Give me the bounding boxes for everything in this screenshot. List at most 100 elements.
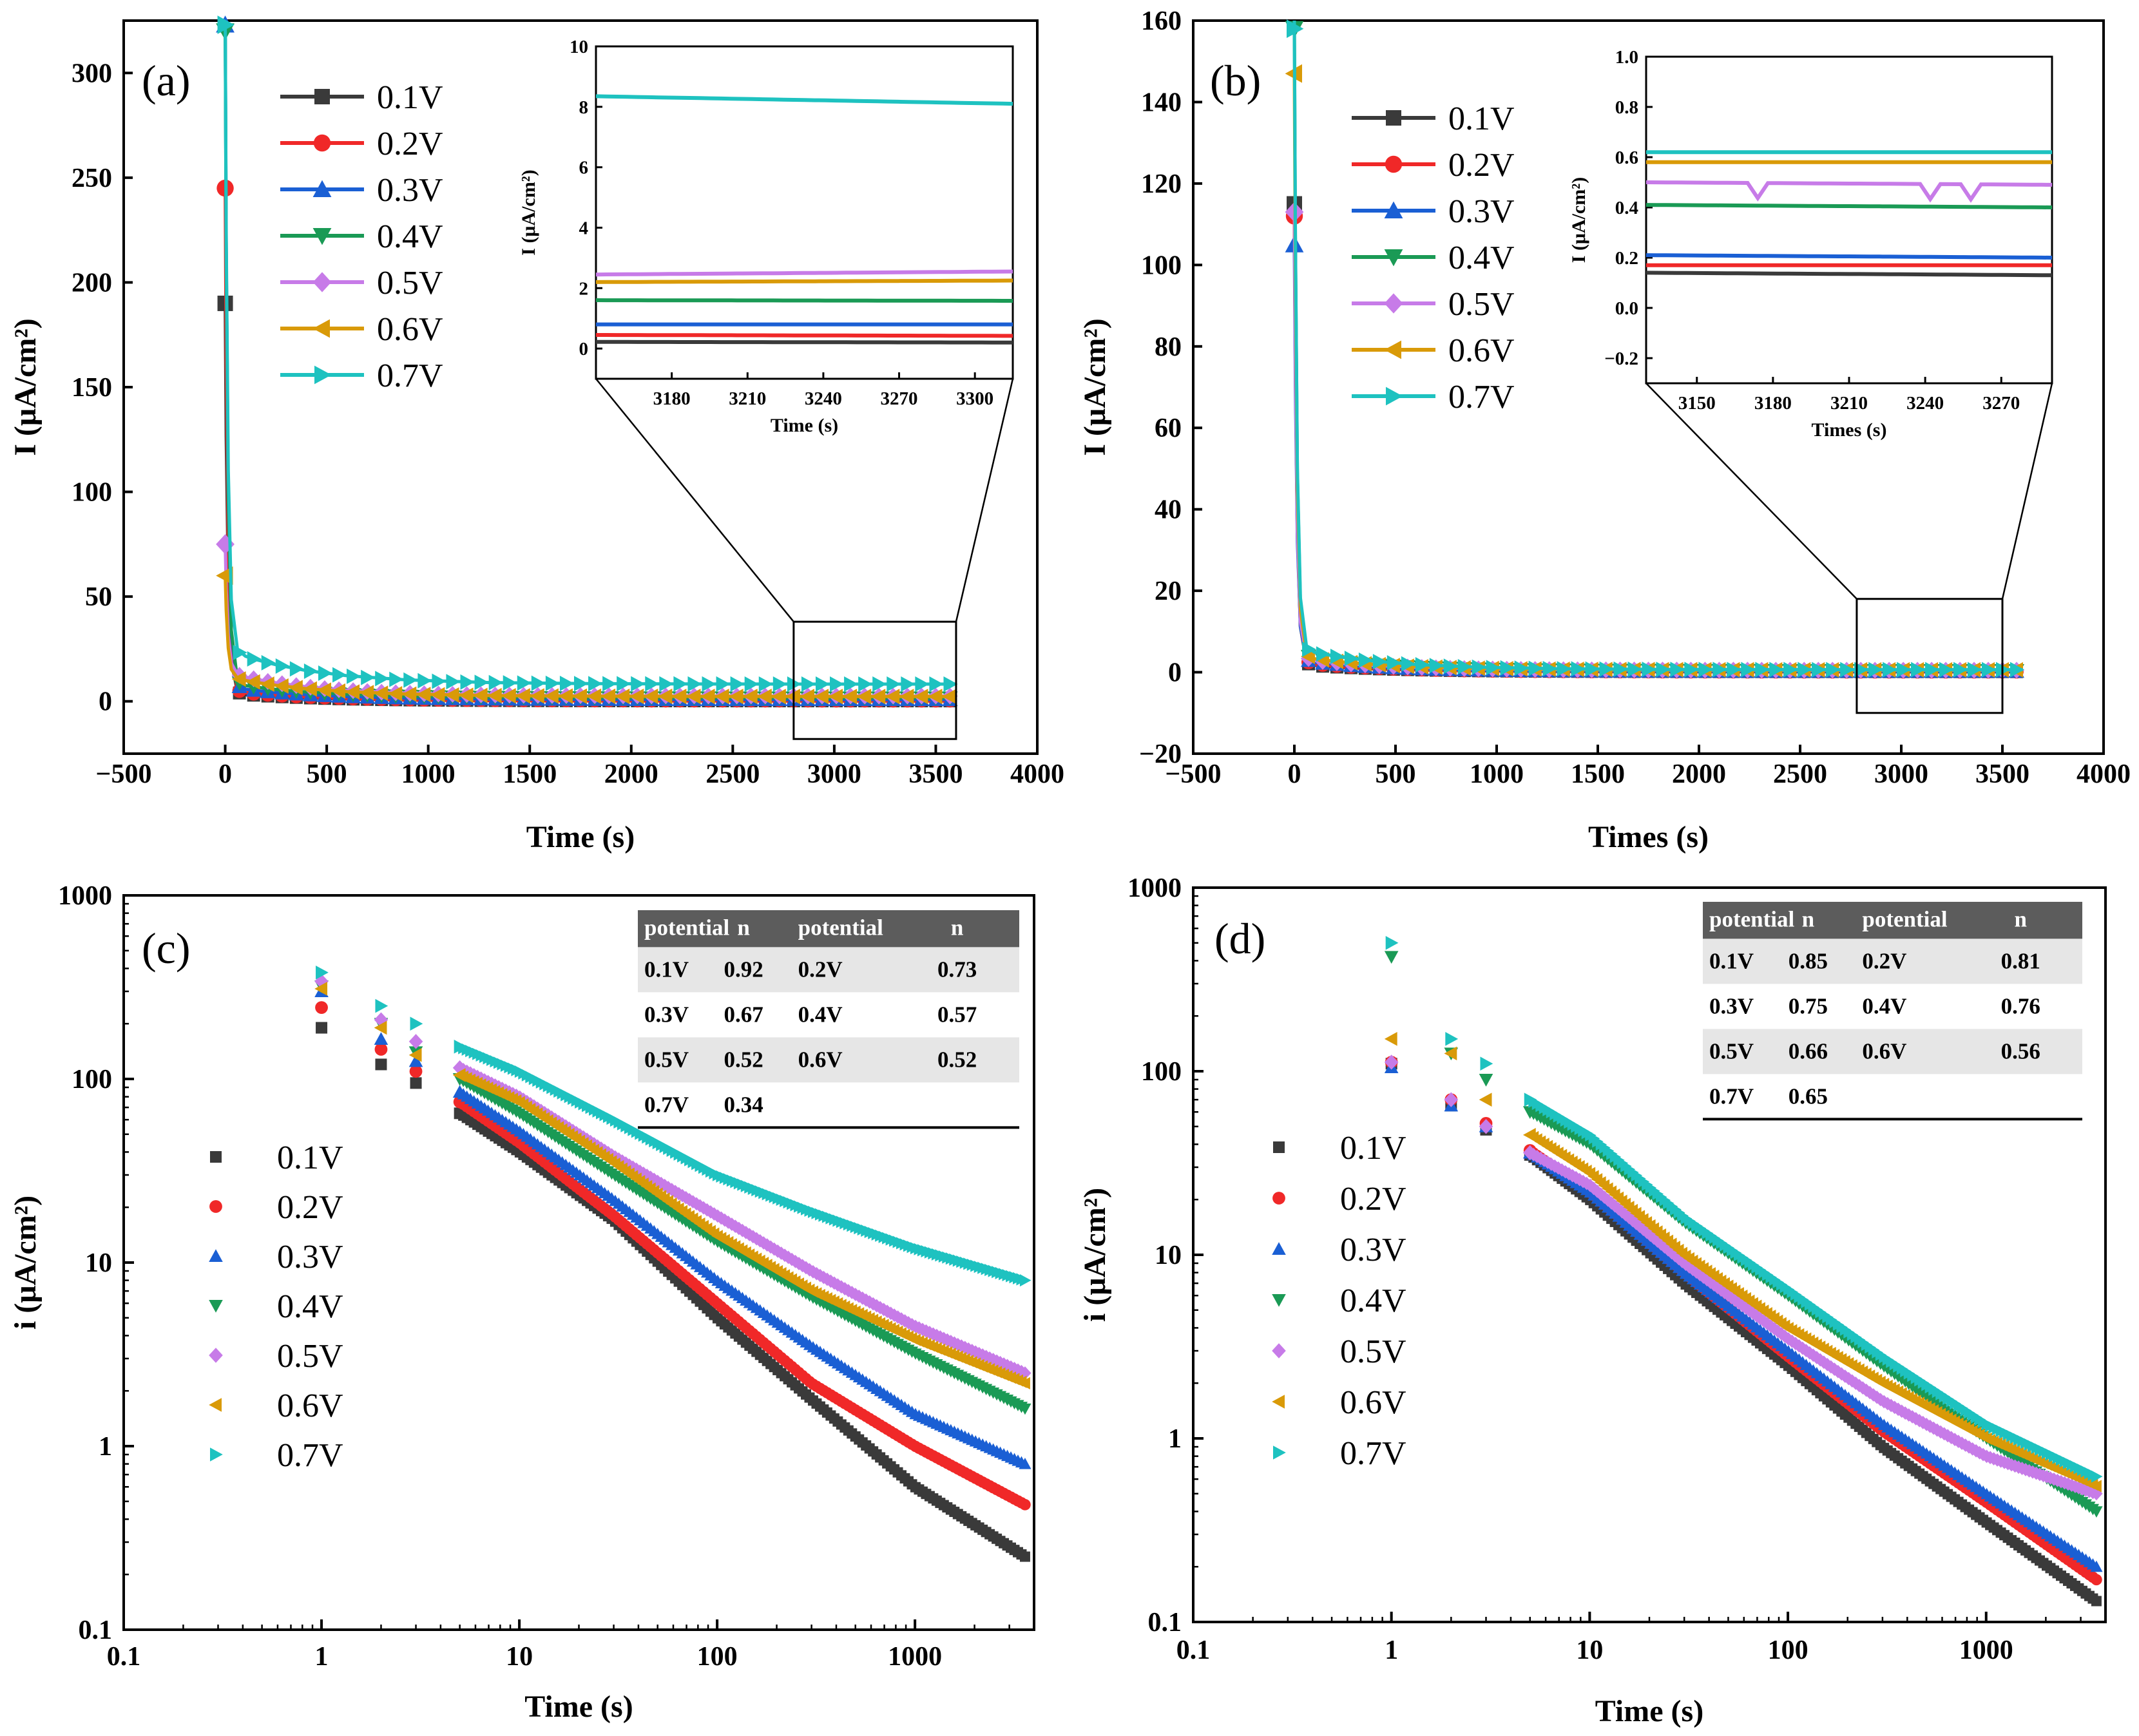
series-marker-0.7V xyxy=(1585,661,1600,677)
y-tick-label: 100 xyxy=(72,478,112,508)
series-marker-0.7V xyxy=(1301,641,1316,657)
inset-y-tick-label: 0.6 xyxy=(1615,148,1638,168)
legend-label-0.4V: 0.4V xyxy=(277,1288,343,1325)
series-marker-0.7V xyxy=(1911,662,1926,678)
series-marker-0.6V xyxy=(928,689,943,705)
inset-y-tick-label: 0 xyxy=(579,339,589,359)
series-marker-0.7V xyxy=(772,676,787,692)
table-header-cell: potential xyxy=(644,915,730,940)
series-marker-0.7V xyxy=(1741,662,1756,678)
inset-x-tick-label: 3240 xyxy=(805,388,842,409)
table-header-cell: n xyxy=(737,915,749,940)
initial-point-0.6V xyxy=(216,566,233,586)
n-value-table: potential n potential n 0.1V 0.92 0.2V 0.73 0.3V… xyxy=(638,910,1019,1129)
x-tick-label: 1000 xyxy=(888,1642,942,1672)
table-row-bg xyxy=(1703,1029,2082,1074)
x-tick-label: 3500 xyxy=(1975,759,2029,789)
series-marker-0.6V xyxy=(374,685,388,701)
series-marker-0.6V xyxy=(288,680,303,696)
legend-label-0.5V: 0.5V xyxy=(277,1338,343,1375)
series-marker-0.7V xyxy=(1443,658,1458,674)
legend-label-0.5V: 0.5V xyxy=(1448,286,1515,323)
series-marker-0.7V xyxy=(1783,662,1798,678)
series-marker-0.7V xyxy=(1939,662,1954,678)
legend-label-0.3V: 0.3V xyxy=(1340,1232,1406,1268)
n-value-table: potential n potential n 0.1V 0.85 0.2V 0.81 0.3V… xyxy=(1703,902,2082,1121)
zoom-connector xyxy=(595,378,794,622)
series-marker-0.7V xyxy=(673,676,688,692)
legend-label-0.4V: 0.4V xyxy=(377,218,443,255)
series-marker-0.7V xyxy=(730,676,745,692)
series-marker-0.7V xyxy=(261,654,276,671)
series-marker-0.7V xyxy=(318,665,332,682)
series-marker-0.6V xyxy=(601,688,616,704)
series-marker-0.6V xyxy=(700,689,715,705)
series-marker-0.7V xyxy=(801,676,816,692)
legend-marker-0.2V xyxy=(1272,1192,1285,1205)
panel-label: (c) xyxy=(142,924,190,973)
series-marker-0.6V xyxy=(615,688,630,704)
series-marker-0.7V xyxy=(1500,660,1515,676)
panel-label: (a) xyxy=(142,56,190,105)
legend-label-0.1V: 0.1V xyxy=(1448,100,1515,137)
inset-a: 3180 3210 3240 3270 3300 0 2 4 6 8 10 Time (s) I (μA… xyxy=(518,37,1014,436)
legend-marker-0.4V xyxy=(209,1300,223,1313)
series-marker-0.7V xyxy=(1627,662,1642,678)
legend-marker-0.6V xyxy=(1384,340,1401,359)
data-point-0.7V xyxy=(1445,1032,1459,1046)
data-point-0.6V xyxy=(1444,1046,1457,1061)
y-tick-label: 1 xyxy=(1168,1424,1182,1454)
series-marker-0.7V xyxy=(744,676,759,692)
legend-marker-0.2V xyxy=(313,134,331,152)
series-marker-0.7V xyxy=(1386,655,1401,671)
table-cell: 0.92 xyxy=(724,957,763,982)
y-tick-label: 40 xyxy=(1155,495,1182,525)
series-marker-0.7V xyxy=(559,676,574,692)
inset-x-tick-label: 3150 xyxy=(1678,393,1716,414)
series-marker-0.7V xyxy=(830,676,845,692)
series-marker-0.7V xyxy=(1316,646,1330,662)
table-row-bg xyxy=(1703,939,2082,984)
y-tick-label: 0 xyxy=(1168,658,1182,688)
legend-marker-0.2V xyxy=(209,1200,222,1213)
legend-label-0.5V: 0.5V xyxy=(1340,1333,1406,1370)
legend-marker-0.3V xyxy=(312,180,332,197)
x-tick-label: 1000 xyxy=(401,759,456,789)
series-marker-0.6V xyxy=(445,687,459,703)
series-marker-0.7V xyxy=(545,675,560,691)
data-point-0.7V xyxy=(1019,1274,1031,1287)
legend-marker-0.3V xyxy=(1272,1242,1286,1255)
series-marker-0.6V xyxy=(345,684,360,700)
y-tick-label: 200 xyxy=(72,268,112,298)
data-point-0.1V xyxy=(410,1077,422,1089)
y-tick-label: 300 xyxy=(72,59,112,88)
x-tick-label: −500 xyxy=(96,759,152,789)
x-tick-label: 0 xyxy=(218,759,232,789)
series-marker-0.7V xyxy=(901,676,916,692)
y-tick-label: 160 xyxy=(1141,6,1182,36)
legend-marker-0.4V xyxy=(1384,249,1403,267)
series-marker-0.7V xyxy=(303,663,318,679)
data-point-0.6V xyxy=(1384,1032,1397,1046)
series-marker-0.6V xyxy=(274,678,289,694)
inset-y-tick-label: 2 xyxy=(579,278,589,299)
series-marker-0.7V xyxy=(687,676,702,692)
data-point-0.1V xyxy=(375,1058,387,1071)
series-marker-0.7V xyxy=(872,676,887,692)
inset-series-0.2V xyxy=(596,333,1013,338)
x-axis-title: Times (s) xyxy=(1588,820,1709,854)
legend-label-0.7V: 0.7V xyxy=(377,358,443,394)
series-marker-0.7V xyxy=(1684,662,1699,678)
data-point-0.6V xyxy=(314,982,328,996)
inset-frame xyxy=(1645,55,2053,385)
series-marker-0.7V xyxy=(1642,662,1656,678)
panel-a: −500 0 500 1000 1500 2000 2500 3000 3500 40000501… xyxy=(8,15,1064,854)
series-marker-0.6V xyxy=(231,671,246,687)
series-marker-0.6V xyxy=(302,681,317,697)
series-marker-0.6V xyxy=(885,689,900,705)
legend-label-0.2V: 0.2V xyxy=(277,1189,343,1226)
legend-label-0.6V: 0.6V xyxy=(277,1388,343,1424)
series-marker-0.7V xyxy=(574,676,588,692)
series-marker-0.6V xyxy=(1300,648,1315,664)
legend-label-0.2V: 0.2V xyxy=(1448,147,1515,184)
